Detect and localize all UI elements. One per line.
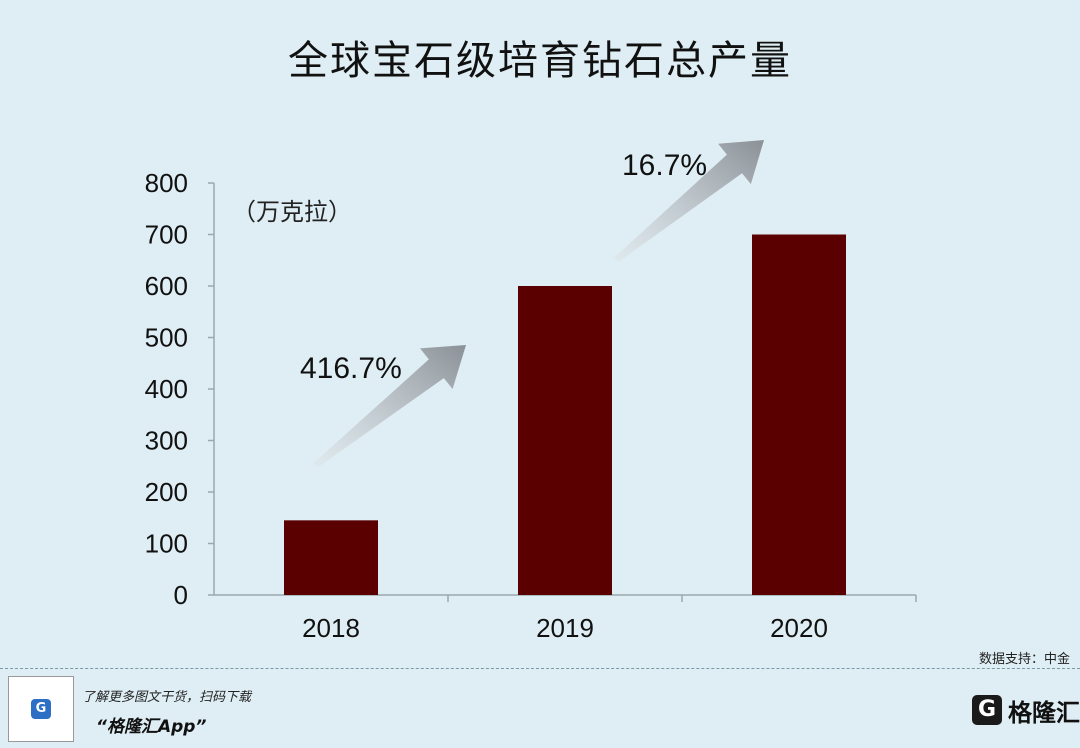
bar-2020 [752,234,846,595]
y-tick-label: 700 [145,220,188,250]
bar-2019 [518,286,612,595]
y-tick-label: 200 [145,477,188,507]
y-tick-label: 100 [145,529,188,559]
growth-label-2019: 416.7% [300,352,402,385]
y-tick-label: 400 [145,374,188,404]
y-tick-label: 800 [145,168,188,198]
bar-2018 [284,520,378,595]
footer-divider [0,668,1080,669]
promo-line: 了解更多图文干货，扫码下载 [82,690,252,705]
qr-code: G [8,676,74,742]
chart-title: 全球宝石级培育钻石总产量 [288,38,792,84]
bar-chart: 0 100 200 300 400 500 600 700 800 2018 2019 2020 416… [145,140,917,643]
y-tick-label: 600 [145,271,188,301]
y-tick-label: 0 [174,580,188,610]
brand-name: 格隆汇 [1008,698,1080,727]
growth-arrow-2019-2020 [614,140,764,263]
unit-label: （万克拉） [232,198,352,226]
brand-icon: G [972,695,1002,725]
y-tick-label: 300 [145,426,188,456]
data-source: 数据支持：中金 [978,652,1070,667]
app-name: “格隆汇App” [96,717,207,737]
x-tick-label: 2018 [302,613,360,643]
growth-arrow-2018-2019 [314,345,466,468]
x-tick-label: 2020 [770,613,828,643]
growth-label-2020: 16.7% [622,149,707,182]
x-tick-label: 2019 [536,613,594,643]
qr-logo-icon: G [31,699,51,719]
y-tick-label: 500 [145,323,188,353]
brand-logo: G 格隆汇 [972,690,1080,730]
